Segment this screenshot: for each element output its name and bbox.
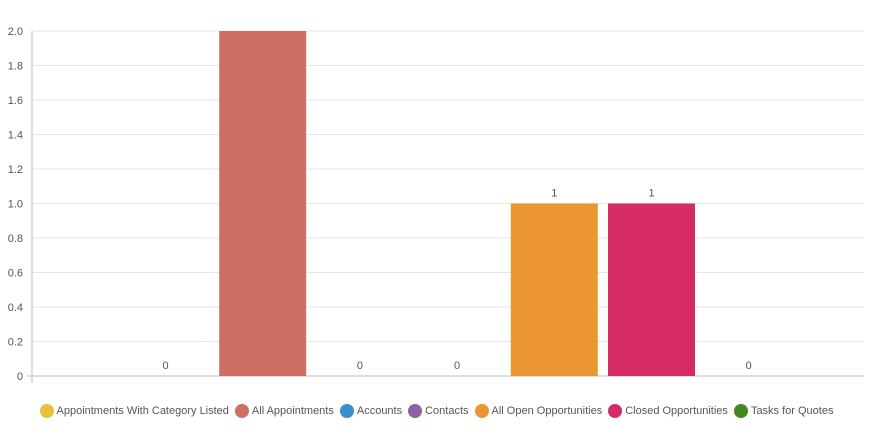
legend-color-dot bbox=[474, 404, 489, 418]
legend-color-dot bbox=[39, 404, 54, 418]
legend-color-dot bbox=[733, 404, 748, 418]
bar[interactable] bbox=[510, 203, 598, 377]
y-tick-label: 0.4 bbox=[8, 302, 23, 314]
y-tick-label: 0.2 bbox=[8, 337, 23, 349]
legend-item[interactable]: All Appointments bbox=[234, 404, 334, 418]
legend-label: Contacts bbox=[425, 405, 469, 417]
legend-label: All Open Opportunities bbox=[491, 405, 603, 417]
bar-chart: 0 0.2 0.4 0.6 0.8 1.0 1.2 1.4 1.6 1.8 2.0 0 0 0 1 1 0 bbox=[8, 26, 864, 383]
legend-label: All Appointments bbox=[251, 405, 334, 417]
legend-item[interactable]: All Open Opportunities bbox=[474, 404, 603, 418]
y-tick-label: 1.2 bbox=[8, 164, 23, 176]
legend-color-dot bbox=[234, 404, 249, 418]
legend-item[interactable]: Contacts bbox=[408, 404, 469, 418]
y-tick-label: 0 bbox=[17, 371, 23, 383]
legend-label: Closed Opportunities bbox=[625, 405, 728, 417]
y-tick-label: 1.4 bbox=[8, 130, 23, 142]
y-tick-label: 1.0 bbox=[8, 199, 23, 211]
data-label: 1 bbox=[551, 188, 557, 200]
legend-item[interactable]: Appointments With Category Listed bbox=[39, 404, 229, 418]
legend-item[interactable]: Accounts bbox=[339, 404, 403, 418]
y-tick-label: 2.0 bbox=[8, 26, 23, 38]
y-tick-label: 1.8 bbox=[8, 61, 23, 73]
data-label: 0 bbox=[357, 360, 363, 372]
data-label: 0 bbox=[454, 360, 460, 372]
data-label: 0 bbox=[746, 360, 752, 372]
y-tick-label: 1.6 bbox=[8, 95, 23, 107]
legend-color-dot bbox=[339, 404, 354, 418]
legend-color-dot bbox=[408, 404, 423, 418]
legend-label: Accounts bbox=[356, 405, 403, 417]
chart-legend: Appointments With Category Listed All App… bbox=[0, 404, 873, 418]
bar[interactable] bbox=[219, 31, 307, 376]
legend-label: Tasks for Quotes bbox=[750, 405, 834, 417]
data-label: 1 bbox=[648, 188, 654, 200]
legend-item[interactable]: Tasks for Quotes bbox=[733, 404, 834, 418]
data-label: 0 bbox=[162, 360, 168, 372]
legend-color-dot bbox=[608, 404, 623, 418]
legend-item[interactable]: Closed Opportunities bbox=[608, 404, 728, 418]
bar[interactable] bbox=[608, 203, 695, 377]
y-tick-label: 0.6 bbox=[8, 268, 23, 280]
y-tick-label: 0.8 bbox=[8, 233, 23, 245]
legend-label: Appointments With Category Listed bbox=[56, 405, 229, 417]
